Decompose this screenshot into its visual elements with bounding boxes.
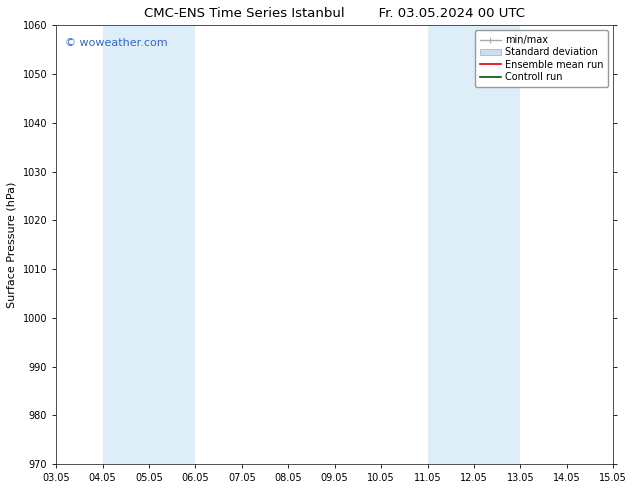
Y-axis label: Surface Pressure (hPa): Surface Pressure (hPa) — [7, 181, 17, 308]
Bar — [103, 25, 195, 464]
Bar — [427, 25, 521, 464]
Legend: min/max, Standard deviation, Ensemble mean run, Controll run: min/max, Standard deviation, Ensemble me… — [475, 30, 608, 87]
Text: © woweather.com: © woweather.com — [65, 38, 167, 49]
Title: CMC-ENS Time Series Istanbul        Fr. 03.05.2024 00 UTC: CMC-ENS Time Series Istanbul Fr. 03.05.2… — [144, 7, 525, 20]
